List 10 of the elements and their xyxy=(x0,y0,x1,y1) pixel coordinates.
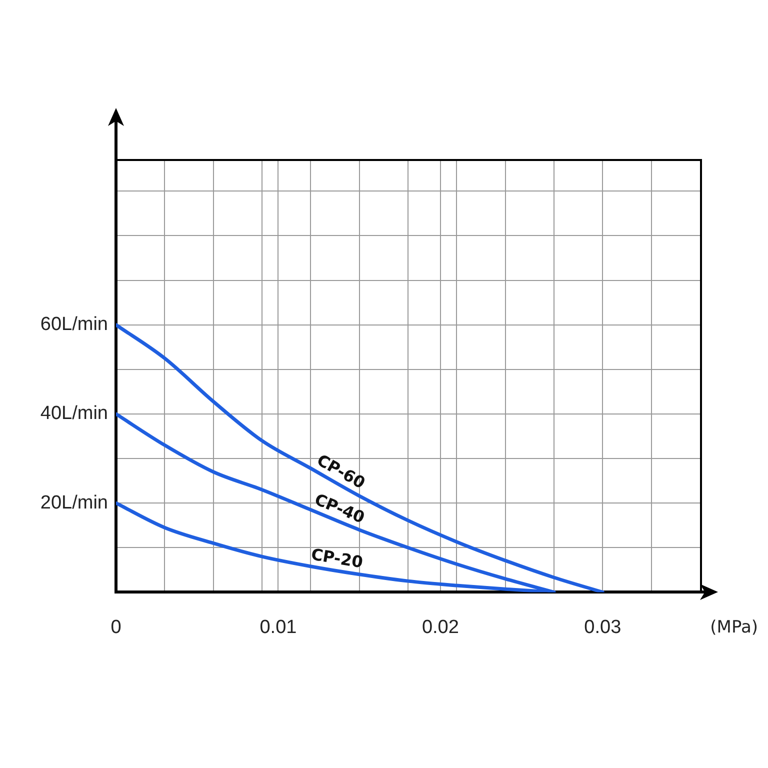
y-tick-label: 20L/min xyxy=(40,492,108,514)
x-tick-label: 0.03 xyxy=(584,616,622,638)
x-tick-label: 0.01 xyxy=(260,616,297,638)
y-tick-label: 40L/min xyxy=(40,403,108,424)
text: CP-20 xyxy=(310,544,364,572)
x-tick-label: 0 xyxy=(110,616,122,638)
line-series xyxy=(116,323,604,592)
x-tick-label: 0.02 xyxy=(422,616,459,638)
x-axis-title: (MPa) xyxy=(710,618,758,638)
y-tick-label: 60L/min xyxy=(40,314,108,336)
